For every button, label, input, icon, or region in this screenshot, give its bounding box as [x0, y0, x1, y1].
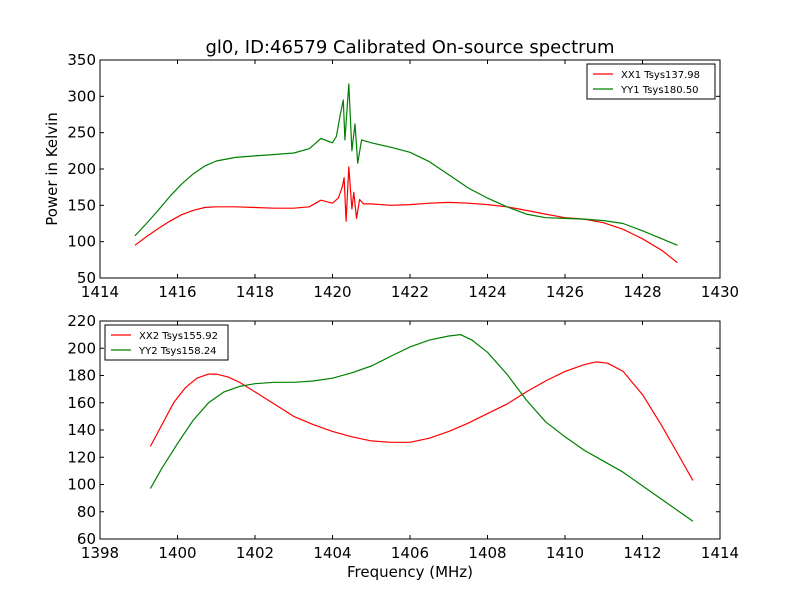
- x-tick-label: 1416: [158, 283, 196, 301]
- x-tick-label: 1398: [81, 544, 119, 562]
- x-axis-label: Frequency (MHz): [347, 563, 473, 581]
- y-tick-label: 140: [67, 421, 96, 439]
- x-tick-label: 1400: [158, 544, 196, 562]
- x-tick-label: 1430: [701, 283, 739, 301]
- series-line-xx2: [149, 361, 694, 481]
- y-tick-label: 50: [77, 269, 96, 287]
- x-tick-label: 1426: [546, 283, 584, 301]
- legend-entry: YY2 Tsys158.24: [138, 346, 217, 357]
- y-tick-label: 120: [67, 448, 96, 466]
- x-tick-label: 1422: [391, 283, 429, 301]
- y-tick-label: 300: [67, 87, 96, 105]
- legend-entry: YY1 Tsys180.50: [620, 85, 699, 96]
- series-line-yy1: [134, 83, 678, 246]
- chart-title: gl0, ID:46579 Calibrated On-source spect…: [205, 37, 614, 58]
- series-line-xx1: [134, 166, 678, 264]
- bottom-panel: 1398 1400 1402 1404 1406 1408 1410 1412 1414 60 80…: [67, 312, 739, 562]
- y-tick-label: 200: [67, 339, 96, 357]
- x-tick-label: 1428: [623, 283, 661, 301]
- x-tick-label: 1408: [468, 544, 506, 562]
- x-tick-label: 1410: [546, 544, 584, 562]
- x-tick-label: 1412: [623, 544, 661, 562]
- y-tick-label: 160: [67, 394, 96, 412]
- x-tick-label: 1404: [313, 544, 351, 562]
- y-tick-label: 100: [67, 233, 96, 251]
- y-tick-label: 150: [67, 196, 96, 214]
- x-tick-label: 1420: [313, 283, 351, 301]
- legend-entry: XX1 Tsys137.98: [621, 70, 700, 81]
- legend: [104, 324, 229, 361]
- x-tick-label: 1414: [81, 283, 119, 301]
- y-tick-label: 180: [67, 367, 96, 385]
- y-tick-label: 200: [67, 160, 96, 178]
- legend: [586, 63, 716, 100]
- y-tick-label: 80: [77, 503, 96, 521]
- x-tick-label: 1414: [701, 544, 739, 562]
- y-tick-label: 60: [77, 530, 96, 548]
- legend-entry: XX2 Tsys155.92: [139, 331, 218, 342]
- x-tick-label: 1418: [236, 283, 274, 301]
- y-tick-label: 250: [67, 124, 96, 142]
- y-axis-label: Power in Kelvin: [43, 112, 61, 226]
- x-tick-label: 1402: [236, 544, 274, 562]
- y-tick-label: 100: [67, 476, 96, 494]
- series-line-yy2: [149, 334, 694, 522]
- top-panel: 1414 1416 1418 1420 1422 1424 1426 1428 1430 50 10…: [67, 51, 739, 301]
- y-tick-label: 350: [67, 51, 96, 69]
- y-tick-label: 220: [67, 312, 96, 330]
- x-tick-label: 1406: [391, 544, 429, 562]
- x-tick-label: 1424: [468, 283, 506, 301]
